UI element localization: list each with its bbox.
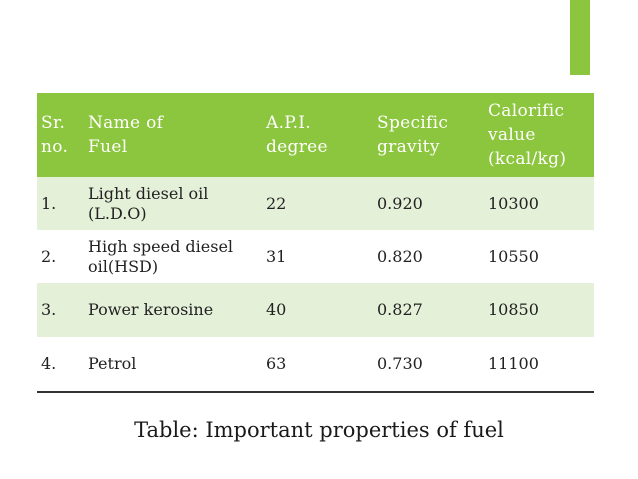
- header-cv-line2: value: [488, 125, 536, 145]
- cell-fuel-name-line1: Light diesel oil: [88, 183, 209, 203]
- header-name-line1: Name of: [88, 113, 164, 133]
- cell-specific-gravity: 0.827: [377, 300, 423, 319]
- table-row: 2. High speed diesel oil(HSD) 31 0.820 1…: [37, 230, 594, 283]
- header-cv-line1: Calorific: [488, 101, 565, 121]
- cell-calorific-value: 10550: [488, 246, 539, 266]
- cell-sr: 3.: [41, 300, 57, 319]
- cell-sr: 4.: [37, 337, 80, 393]
- cell-api: 31: [266, 246, 287, 266]
- header-sg-line2: gravity: [377, 137, 440, 157]
- fuel-properties-table-container: Sr. no. Name of Fuel A.P.I. degree Speci…: [37, 93, 594, 393]
- header-cv-line3: (kcal/kg): [488, 149, 567, 169]
- table-caption: Table: Important properties of fuel: [134, 418, 504, 442]
- table-row: 4. Petrol 63 0.730 11100: [37, 337, 594, 393]
- header-sr-no: Sr. no.: [37, 93, 80, 177]
- header-sr-line2: no.: [41, 137, 69, 157]
- cell-sr: 1.: [41, 193, 57, 213]
- table-row: 3. Power kerosine 40 0.827 10850: [37, 283, 594, 337]
- cell-api: 40: [266, 300, 287, 319]
- cell-fuel-name-line2: (L.D.O): [88, 203, 147, 223]
- header-api-degree: A.P.I. degree: [258, 93, 369, 177]
- cell-fuel-name: Power kerosine: [88, 300, 214, 319]
- cell-fuel-name-line1: High speed diesel: [88, 236, 234, 256]
- cell-calorific-value: 11100: [480, 337, 594, 393]
- cell-fuel-name: High speed diesel oil(HSD): [80, 230, 258, 283]
- cell-fuel-name-line2: oil(HSD): [88, 256, 159, 276]
- header-api-line1: A.P.I.: [266, 113, 311, 133]
- cell-api: 22: [266, 193, 287, 213]
- accent-bar: [570, 0, 590, 75]
- header-name-line2: Fuel: [88, 137, 128, 157]
- header-specific-gravity: Specific gravity: [369, 93, 480, 177]
- cell-specific-gravity: 0.920: [377, 193, 423, 213]
- cell-sr: 2.: [41, 246, 57, 266]
- cell-fuel-name: Petrol: [80, 337, 258, 393]
- cell-calorific-value: 10850: [488, 300, 539, 319]
- header-sr-line1: Sr.: [41, 113, 66, 133]
- cell-api: 63: [258, 337, 369, 393]
- cell-calorific-value: 10300: [488, 193, 539, 213]
- table-row: 1. Light diesel oil (L.D.O) 22 0.920 103…: [37, 177, 594, 230]
- header-sg-line1: Specific: [377, 113, 449, 133]
- cell-specific-gravity: 0.820: [377, 246, 423, 266]
- header-api-line2: degree: [266, 137, 328, 157]
- cell-fuel-name: Light diesel oil (L.D.O): [80, 177, 258, 230]
- cell-specific-gravity: 0.730: [369, 337, 480, 393]
- header-calorific-value: Calorific value (kcal/kg): [480, 93, 594, 177]
- header-name-of-fuel: Name of Fuel: [80, 93, 258, 177]
- fuel-properties-table: Sr. no. Name of Fuel A.P.I. degree Speci…: [37, 93, 594, 393]
- table-header-row: Sr. no. Name of Fuel A.P.I. degree Speci…: [37, 93, 594, 177]
